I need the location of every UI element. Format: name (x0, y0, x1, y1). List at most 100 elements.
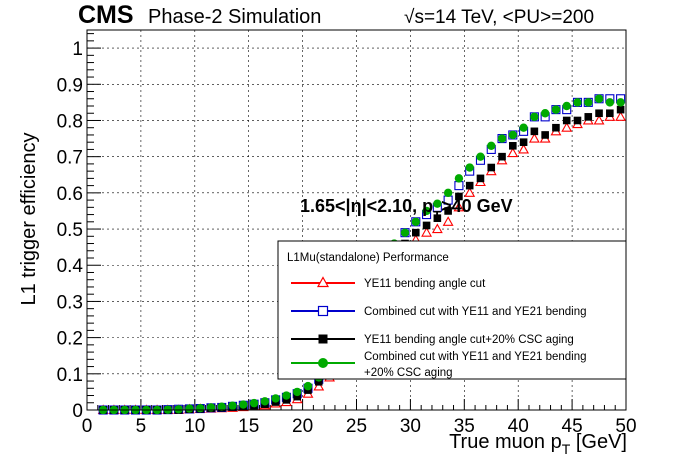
data-point-combined-aging (293, 387, 302, 397)
data-point-ye11 (507, 147, 519, 158)
energy-sqrt: √ (404, 7, 415, 28)
x-tick-label: 30 (400, 416, 421, 437)
data-point-combined-aging (551, 105, 561, 114)
annotation-sub: T (433, 208, 441, 223)
open-triangle-marker (316, 276, 330, 288)
x-tick-label: 0 (82, 416, 93, 437)
filled-circle-marker (318, 358, 328, 368)
data-point-ye11-aging (498, 152, 506, 161)
y-axis-title: L1 trigger efficiency (18, 132, 40, 305)
legend: L1Mu(standalone) Performance YE11 bendin… (277, 240, 627, 380)
legend-title: L1Mu(standalone) Performance (287, 252, 449, 264)
x-tick-label: 20 (292, 416, 313, 437)
y-tick-label: 0.7 (57, 148, 83, 169)
plot-frame (86, 29, 627, 411)
data-point-ye11-aging (530, 127, 539, 136)
data-point-combined-aging (228, 401, 237, 410)
y-tick-label: 0.6 (57, 184, 83, 205)
data-point-ye11 (593, 114, 605, 125)
data-point-combined-aging (303, 381, 313, 391)
y-tick-label: 0.8 (57, 111, 83, 132)
data-point-ye11-aging (465, 181, 474, 190)
x-axis-title: True muon pT [GeV] (449, 431, 627, 457)
data-point-combined-aging (422, 206, 431, 216)
x-axis-title-sub: T (562, 441, 571, 457)
y-tick-label: 0 (72, 401, 83, 422)
data-point-ye11-aging (455, 192, 463, 201)
data-point-ye11-aging (293, 392, 302, 401)
data-point-combined-aging (249, 398, 259, 408)
data-point-combined-aging (433, 199, 442, 208)
data-point-combined-aging (282, 391, 291, 400)
legend-label-combined: Combined cut with YE11 and YE21 bending (364, 306, 587, 318)
data-point-ye11-aging (433, 214, 442, 222)
y-tick-label: 0.1 (57, 365, 83, 386)
y-tick-label: 0.9 (57, 75, 83, 96)
data-point-ye11-aging (282, 396, 291, 404)
data-point-ye11 (615, 111, 627, 121)
cms-label: CMS (78, 1, 134, 29)
x-tick-label: 5 (136, 416, 147, 437)
data-point-ye11 (464, 187, 476, 197)
data-point-ye11 (431, 223, 443, 234)
data-point-combined-aging (497, 134, 507, 143)
kinematic-annotation: 1.65<|η|<2.10, pT>40 GeV (300, 196, 513, 223)
axis-ticks (86, 33, 627, 411)
filled-square-marker (318, 334, 328, 344)
y-tick-label: 1 (72, 39, 83, 60)
data-point-ye11-aging (584, 113, 593, 121)
data-point-combined-aging (465, 163, 474, 172)
data-point-ye11-aging (444, 207, 452, 215)
energy-value: s=14 TeV, <PU>=200 (414, 7, 594, 28)
y-tick-label: 0.3 (57, 292, 83, 313)
energy-label: √s=14 TeV, <PU>=200 (404, 7, 594, 28)
x-tick-label: 50 (615, 416, 636, 437)
data-point-ye11 (518, 143, 530, 154)
y-tick-label: 0.5 (57, 220, 83, 241)
data-point-ye11 (453, 201, 465, 212)
data-point-ye11-aging (595, 109, 603, 118)
data-point-ye11 (561, 122, 573, 132)
data-point-combined-aging (185, 404, 194, 413)
legend-label-ye11-aging: YE11 bending angle cut+20% CSC aging (364, 334, 574, 346)
data-point-combined-aging (260, 397, 270, 406)
x-tick-label: 45 (562, 416, 583, 437)
y-tick-label: 0.2 (57, 329, 83, 350)
data-point-ye11-aging (411, 228, 420, 237)
simulation-label: Phase-2 Simulation (148, 6, 321, 28)
data-point-ye11-aging (509, 142, 517, 150)
data-point-ye11-aging (616, 105, 625, 114)
data-point-combined-aging (443, 188, 453, 198)
data-point-combined-aging (540, 109, 550, 118)
annotation-tail: >40 GeV (441, 196, 513, 216)
data-point-combined-aging (411, 217, 420, 227)
data-point-combined-aging (605, 98, 615, 107)
open-square-marker (317, 305, 329, 317)
x-axis-title-unit: [GeV] (570, 431, 627, 453)
data-point-combined-aging (400, 228, 410, 237)
data-point-combined-aging (271, 394, 280, 403)
x-tick-label: 15 (238, 416, 259, 437)
data-point-combined-aging (616, 98, 625, 107)
x-tick-label: 25 (346, 416, 367, 437)
data-point-combined (454, 181, 464, 191)
x-tick-label: 40 (508, 416, 529, 437)
legend-label-combined-aging: Combined cut with YE11 and YE21 bending (364, 351, 587, 363)
data-point-ye11 (421, 227, 433, 237)
data-point-combined-aging (195, 403, 205, 413)
data-point-combined-aging (217, 402, 226, 411)
data-point-combined-aging (239, 400, 248, 409)
data-point-ye11 (528, 132, 540, 143)
legend-label-combined-aging-line2: +20% CSC aging (364, 367, 453, 379)
data-point-ye11-aging (476, 174, 485, 183)
data-point-ye11-aging (552, 123, 560, 132)
data-point-combined-aging (476, 152, 485, 161)
data-point-ye11-aging (573, 116, 582, 125)
data-point-ye11-aging (487, 163, 496, 172)
tick-labels: 0 5 10 15 20 25 30 35 40 45 50 0 0.1 0.2 0.3 0.4 0.5 0.6 0… (57, 39, 637, 437)
x-tick-label: 35 (454, 416, 475, 437)
data-point-combined-aging (594, 94, 604, 103)
x-axis-title-main: True muon p (449, 431, 562, 453)
data-point-ye11-aging (541, 131, 549, 139)
